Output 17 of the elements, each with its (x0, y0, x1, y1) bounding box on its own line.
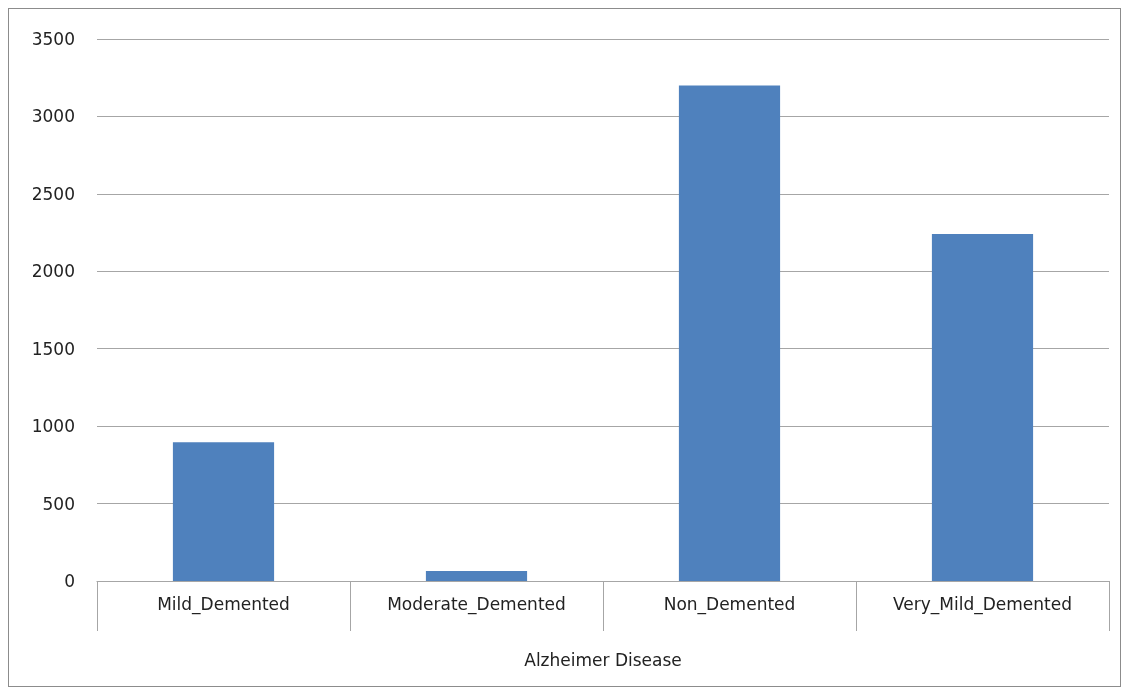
y-tick-label: 1500 (31, 338, 75, 359)
y-tick-label: 3000 (31, 106, 75, 127)
bar (172, 442, 275, 581)
y-tick-label: 500 (42, 493, 75, 514)
x-tick-label: Very_Mild_Demented (893, 593, 1072, 615)
x-tick-label: Mild_Demented (157, 593, 290, 615)
y-tick-label: 0 (64, 571, 75, 591)
bar (425, 571, 528, 581)
y-tick-label: 3500 (31, 29, 75, 49)
y-tick-label: 2000 (31, 261, 75, 282)
y-tick-label: 1000 (31, 416, 75, 437)
bar (678, 85, 781, 581)
bar (931, 234, 1034, 581)
x-axis-title: Alzheimer Disease (524, 649, 682, 670)
y-tick-label: 2500 (31, 183, 75, 204)
x-tick-label: Moderate_Demented (387, 593, 566, 615)
x-tick-label: Non_Demented (663, 593, 796, 615)
